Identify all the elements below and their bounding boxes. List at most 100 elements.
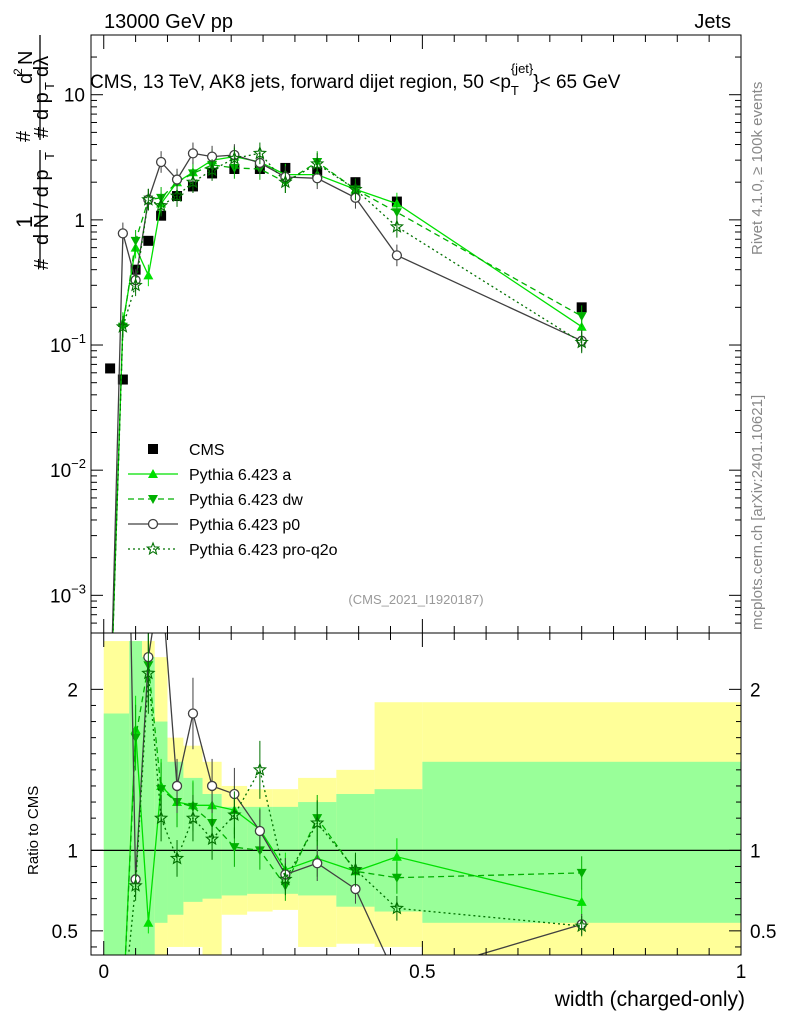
y-tick-label: 10−1 <box>50 331 86 357</box>
data-point <box>391 208 402 218</box>
svg-text:N: N <box>15 51 37 65</box>
x-tick-label: 0 <box>98 962 109 983</box>
data-point <box>576 312 587 322</box>
legend-label: Pythia 6.423 dw <box>189 492 303 509</box>
data-point <box>143 270 154 280</box>
x-axis-label: width (charged-only) <box>554 988 745 1011</box>
ratio-point <box>171 780 183 792</box>
stat-uncertainty-band <box>103 713 130 955</box>
analysis-watermark: (CMS_2021_I1920187) <box>348 592 483 607</box>
ratio-point <box>154 810 169 825</box>
ratio-point <box>156 785 167 795</box>
data-point <box>171 174 183 185</box>
ratio-y-tick-label-left: 0.5 <box>52 922 78 943</box>
data-point <box>227 150 242 165</box>
svg-text:#: # <box>31 126 53 138</box>
ratio-point <box>187 708 199 719</box>
ratio-point <box>312 858 323 869</box>
data-point <box>115 319 131 333</box>
data-point <box>117 228 129 239</box>
y-tick-label: 1 <box>74 211 85 232</box>
legend-entry: Pythia 6.423 a <box>128 467 291 484</box>
ratio-y-tick-label-right: 0.5 <box>750 922 776 943</box>
data-point <box>117 374 128 385</box>
series-2 <box>112 151 587 633</box>
svg-text:d p: d p <box>31 92 53 120</box>
ratio-point <box>576 868 587 878</box>
legend-entry: Pythia 6.423 dw <box>128 492 303 509</box>
x-tick-label: 0.5 <box>409 962 435 983</box>
ratio-point <box>576 896 587 906</box>
ratio-y-tick-label-right: 2 <box>750 680 761 701</box>
header-right: Jets <box>694 11 731 33</box>
data-point <box>389 219 405 233</box>
legend-entry: Pythia 6.423 p0 <box>128 517 300 534</box>
y-tick-label: 10 <box>64 86 85 107</box>
ratio-line <box>130 633 582 955</box>
ratio-point <box>227 807 242 822</box>
rivet-version-label: Rivet 4.1.0, ≥ 100k events <box>749 82 766 255</box>
data-point <box>169 188 185 203</box>
series-3 <box>111 142 587 633</box>
series-line <box>112 152 583 633</box>
svg-text:T: T <box>42 82 57 90</box>
series-line <box>112 161 583 633</box>
ratio-y-label: Ratio to CMS <box>25 786 42 875</box>
data-point <box>141 192 156 206</box>
legend-label: Pythia 6.423 pro-q2o <box>189 542 338 559</box>
ratio-line <box>124 729 582 955</box>
series-1 <box>112 145 587 633</box>
ratio-point <box>391 851 402 861</box>
ratio-point <box>229 843 240 853</box>
ratio-y-tick-label-left: 2 <box>67 680 78 701</box>
y-tick-label: 10−3 <box>50 581 86 607</box>
data-point <box>128 277 143 292</box>
data-point <box>143 235 154 246</box>
ratio-line <box>127 673 582 955</box>
legend-label: Pythia 6.423 a <box>189 467 291 484</box>
ratio-frame <box>90 632 742 956</box>
ratio-point <box>128 878 143 892</box>
main-panel: 10−3 10−2 10−1 1 10 CMS, 13 TeV, AK8 jets, f… <box>50 34 742 634</box>
data-point <box>278 174 293 189</box>
data-point <box>310 156 325 171</box>
legend: CMS Pythia 6.423 a Pythia 6.423 dw Pythia 6… <box>128 442 338 559</box>
data-point <box>187 148 199 159</box>
svg-text:d: d <box>15 73 37 84</box>
ratio-point <box>169 850 185 865</box>
ratio-point <box>252 762 268 776</box>
ratio-point <box>278 871 293 886</box>
data-point <box>155 156 167 168</box>
data-point <box>105 363 116 374</box>
series-4 <box>112 142 589 633</box>
data-point <box>312 173 323 184</box>
x-tick-label: 1 <box>736 962 747 983</box>
legend-label: CMS <box>189 442 225 459</box>
ratio-series-3 <box>127 633 589 955</box>
ratio-point <box>348 862 363 876</box>
data-point <box>252 145 268 160</box>
svg-text:1: 1 <box>12 216 37 228</box>
header-left: 13000 GeV pp <box>104 11 233 33</box>
legend-label: Pythia 6.423 p0 <box>189 517 300 534</box>
ratio-panel: 0.5 0.51 12 20 0.5 1 <box>52 632 776 983</box>
legend-marker <box>148 469 158 478</box>
legend-entry: CMS <box>148 442 225 459</box>
ratio-point <box>389 900 405 915</box>
svg-text:2: 2 <box>11 68 25 75</box>
ratio-point <box>204 831 220 846</box>
legend-marker <box>148 444 158 454</box>
y-tick-label: 10−2 <box>50 456 86 482</box>
ratio-point <box>574 918 589 933</box>
legend-marker <box>145 541 161 556</box>
legend-marker <box>147 518 159 530</box>
legend-entry: Pythia 6.423 pro-q2o <box>128 541 338 559</box>
svg-text:T: T <box>42 152 57 160</box>
svg-text:#: # <box>31 258 53 270</box>
ratio-point <box>185 810 201 825</box>
legend-marker <box>148 495 158 504</box>
data-point <box>574 334 589 349</box>
ratio-point <box>391 873 402 883</box>
mcplots-label: mcplots.cern.ch [arXiv:2401.10621] <box>749 395 766 630</box>
